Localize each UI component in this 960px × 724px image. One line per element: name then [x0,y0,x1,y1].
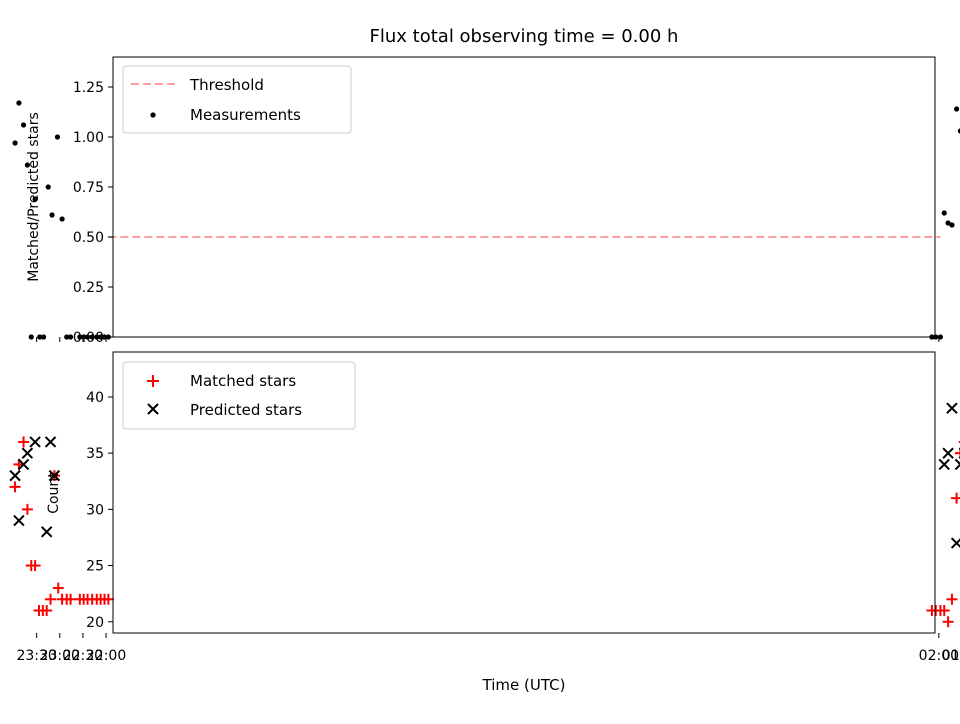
y-tick-label: 25 [86,559,104,575]
measurement-point [89,334,95,340]
measurement-point [81,334,87,340]
matched-star-point [946,593,958,605]
bottom-legend-box [122,361,356,430]
measurement-point [28,334,34,340]
matched-star-point [18,436,30,448]
measurement-point [45,184,51,190]
measurement-point [37,334,43,340]
legend-predicted-swatch [147,403,159,415]
x-tick-label: 23:00 [40,648,80,664]
x-tick-label: 22:00 [86,648,126,664]
y-tick-label: 0.25 [73,280,104,296]
x-tick-label: 22:30 [63,648,103,664]
top-y-axis-label: Matched/Predicted stars [26,112,42,282]
bottom-marks [9,402,960,628]
measurement-point [16,100,22,106]
predicted-star-point [13,514,25,527]
legend-measurements-swatch [150,112,156,118]
y-tick-label: 30 [86,502,104,518]
measurement-point [953,106,960,112]
x-tick-label: 01:30 [942,648,960,664]
bottom-y-axis-label: Count [46,472,62,514]
predicted-star-point [29,436,41,448]
bottom-panel: 20 25 30 35 40 22:0022:3023:0023:3000:0000:3… [9,351,960,694]
measurement-point [12,140,18,146]
x-axis-label: Time (UTC) [482,676,566,694]
matched-star-point [45,593,57,605]
y-tick-label: 1.00 [73,130,104,146]
measurement-point [41,334,47,340]
predicted-star-point [40,526,53,538]
measurement-point [949,222,955,228]
bottom-legend: Matched stars Predicted stars [122,361,356,430]
predicted-star-point [942,447,954,459]
matched-star-point [74,593,86,605]
y-tick-label: 40 [86,390,104,406]
top-axes-frame [112,56,936,338]
x-tick-label: 23:30 [16,648,56,664]
legend-matched-swatch [147,375,159,387]
top-xticks [36,337,940,342]
measurement-point [933,334,939,340]
predicted-star-point [17,458,30,471]
top-panel: 0.00 0.25 0.50 0.75 1.00 1.25 Matched/Predict… [12,56,960,346]
y-tick-label: 1.25 [73,80,104,96]
measurement-point [945,220,951,226]
legend-measurements-label: Measurements [190,106,301,124]
y-tick-label: 35 [86,446,104,462]
predicted-star-point [946,402,958,414]
top-legend: Threshold Measurements [122,65,352,134]
measurement-point [67,334,74,340]
y-tick-label: 20 [86,615,104,631]
predicted-star-point [9,469,21,482]
top-legend-box [122,65,352,134]
predicted-star-point [938,458,950,471]
matched-star-point [33,605,45,617]
predicted-star-point [48,469,61,482]
measurement-point [59,216,65,222]
matched-star-point [25,560,37,572]
measurement-point [24,162,31,168]
y-tick-label: 0.75 [73,180,104,196]
matched-star-point [9,481,21,493]
measurement-point [49,212,55,218]
legend-predicted-label: Predicted stars [190,401,302,419]
y-tick-label: 0.00 [73,330,104,346]
measurement-point [77,334,83,340]
top-yticks: 0.00 0.25 0.50 0.75 1.00 1.25 [73,80,113,346]
predicted-star-point [44,436,57,448]
predicted-star-point [21,447,34,459]
matched-star-point [942,616,954,628]
measurement-point [54,134,61,140]
measurement-point [941,210,947,216]
legend-matched-label: Matched stars [190,372,296,390]
predicted-star-point [950,537,960,549]
measurement-point [98,334,104,340]
measurement-point [957,128,960,134]
matched-star-point [52,582,64,594]
legend-threshold-label: Threshold [189,76,264,94]
matched-star-point [954,447,960,459]
predicted-star-point [954,458,960,471]
top-marks [12,100,960,340]
matched-star-point [56,593,68,605]
measurement-point [94,334,100,340]
measurement-point [84,334,91,340]
measurement-point [20,122,27,128]
measurement-point [64,334,70,340]
bottom-xticks: 22:0022:3023:0023:3000:0000:3001:0001:30… [16,633,960,664]
bottom-axes-frame [112,351,936,634]
matched-star-point [951,492,960,504]
bottom-yticks: 20 25 30 35 40 [86,390,113,631]
matched-star-point [926,605,938,617]
chart-title: Flux total observing time = 0.00 h [370,26,679,47]
x-tick-label: 02:00 [919,648,959,664]
y-tick-label: 0.50 [73,230,104,246]
matched-star-point [21,503,33,515]
measurement-point [32,196,38,202]
